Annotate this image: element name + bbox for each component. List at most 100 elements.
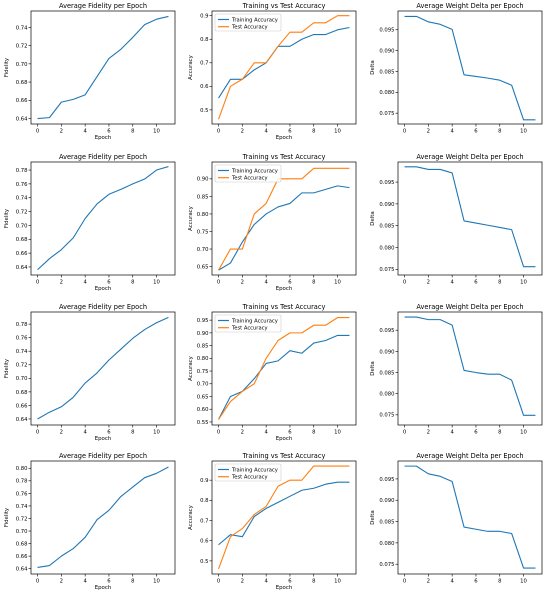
x-tick-label: 10 — [520, 280, 527, 286]
x-tick-label: 0 — [403, 430, 407, 436]
y-tick-label: 0.72 — [16, 516, 28, 522]
x-tick-label: 6 — [107, 280, 111, 286]
y-tick-label: 0.8 — [200, 37, 209, 43]
x-tick-label: 8 — [498, 280, 502, 286]
x-axis-label: Epoch — [276, 436, 293, 442]
series-line-1 — [218, 481, 350, 546]
series-line-1 — [404, 166, 536, 268]
y-tick-label: 0.80 — [197, 356, 209, 362]
y-tick-label: 0.8 — [200, 498, 209, 504]
y-tick-label: 0.55 — [197, 420, 209, 426]
x-tick-label: 8 — [131, 430, 135, 436]
x-tick-label: 10 — [334, 579, 341, 585]
y-axis-label: Fidelity — [4, 507, 10, 527]
x-tick-label: 10 — [153, 129, 160, 135]
x-tick-label: 6 — [474, 280, 478, 286]
x-tick-label: 8 — [131, 579, 135, 585]
x-tick-label: 2 — [241, 430, 244, 436]
x-axis-label: Epoch — [95, 436, 112, 442]
chart-title: Average Fidelity per Epoch — [59, 452, 147, 460]
y-tick-label: 0.75 — [197, 229, 209, 235]
legend-label: Test Accuracy — [231, 176, 268, 182]
x-tick-label: 2 — [427, 129, 430, 135]
x-tick-label: 4 — [450, 129, 454, 135]
plot-frame — [211, 161, 357, 276]
x-tick-label: 4 — [264, 280, 268, 286]
y-tick-label: 0.090 — [379, 498, 395, 504]
y-tick-label: 0.68 — [16, 237, 28, 243]
y-tick-label: 0.78 — [16, 479, 28, 485]
plot-frame — [211, 460, 357, 575]
y-tick-label: 0.76 — [16, 491, 28, 497]
plot-frame — [211, 10, 357, 125]
y-axis-label: Accuracy — [188, 54, 194, 79]
plot-frame — [30, 161, 176, 276]
y-tick-label: 0.075 — [379, 562, 394, 568]
y-axis-label: Fidelity — [4, 208, 10, 228]
chart-title: Training vs Test Accuracy — [242, 153, 326, 161]
x-tick-label: 8 — [312, 579, 316, 585]
x-axis-label: Epoch — [276, 135, 293, 141]
plot-frame — [30, 460, 176, 575]
y-tick-label: 0.66 — [16, 403, 28, 409]
series-line-1 — [218, 26, 350, 99]
chart-3-3: Average Weight Delta per Epoch 0 2 4 6 8 10 0.0… — [370, 303, 543, 436]
x-tick-label: 0 — [403, 579, 407, 585]
legend-label: Test Accuracy — [231, 475, 268, 481]
x-tick-label: 10 — [153, 579, 160, 585]
x-tick-label: 10 — [520, 129, 527, 135]
chart-1-1: Average Fidelity per Epoch 0 2 4 6 8 10 0.64 0.6… — [4, 2, 176, 141]
y-tick-label: 0.72 — [16, 44, 28, 50]
chart-title: Average Weight Delta per Epoch — [416, 2, 523, 10]
y-tick-label: 0.075 — [379, 111, 394, 117]
legend: Training Accuracy Test Accuracy — [214, 314, 282, 333]
chart-title: Average Weight Delta per Epoch — [416, 452, 523, 460]
plot-frame — [397, 10, 543, 125]
legend-box — [214, 13, 282, 32]
plot-frame — [397, 311, 543, 426]
y-tick-label: 0.76 — [16, 182, 28, 188]
y-tick-label: 0.080 — [379, 541, 395, 547]
series-line-2 — [218, 465, 350, 570]
y-tick-label: 0.9 — [200, 14, 208, 20]
chart-title: Average Weight Delta per Epoch — [416, 153, 523, 161]
plot-frame — [397, 460, 543, 575]
plot-frame — [211, 311, 357, 426]
series-line-2 — [218, 317, 350, 420]
series-line-2 — [218, 167, 350, 271]
chart-4-2: Training vs Test Accuracy 0 2 4 6 8 10 0.5 0.6 0.… — [188, 452, 357, 590]
y-tick-label: 0.75 — [197, 369, 209, 375]
x-tick-label: 6 — [474, 430, 478, 436]
series-line-1 — [404, 15, 536, 121]
y-tick-label: 0.66 — [16, 98, 28, 104]
y-tick-label: 0.66 — [16, 251, 28, 257]
y-tick-label: 0.6 — [200, 539, 209, 545]
chart-2-1: Average Fidelity per Epoch 0 2 4 6 8 10 0.64 0.6… — [4, 153, 176, 292]
y-tick-label: 0.80 — [16, 466, 28, 472]
x-tick-label: 6 — [474, 579, 478, 585]
x-tick-label: 2 — [427, 280, 430, 286]
y-tick-label: 0.95 — [197, 318, 209, 324]
y-axis-label: Accuracy — [188, 355, 194, 380]
x-tick-label: 0 — [36, 430, 40, 436]
y-tick-label: 0.64 — [16, 265, 28, 271]
chart-title: Training vs Test Accuracy — [242, 303, 326, 311]
x-tick-label: 4 — [264, 430, 268, 436]
x-tick-label: 2 — [60, 280, 63, 286]
x-tick-label: 10 — [153, 430, 160, 436]
x-tick-label: 0 — [36, 280, 40, 286]
chart-3-1: Average Fidelity per Epoch 0 2 4 6 8 10 0.64 0.6… — [4, 303, 176, 442]
x-tick-label: 6 — [107, 579, 111, 585]
x-tick-label: 8 — [498, 129, 502, 135]
y-tick-label: 0.095 — [379, 180, 394, 186]
y-tick-label: 0.6 — [200, 84, 209, 90]
x-tick-label: 4 — [83, 430, 87, 436]
x-tick-label: 10 — [334, 280, 341, 286]
x-tick-label: 2 — [60, 430, 63, 436]
y-tick-label: 0.9 — [200, 478, 208, 484]
x-axis-label: Epoch — [95, 585, 112, 590]
y-tick-label: 0.60 — [197, 407, 209, 413]
chart-title: Average Fidelity per Epoch — [59, 2, 147, 10]
y-tick-label: 0.70 — [197, 247, 209, 253]
